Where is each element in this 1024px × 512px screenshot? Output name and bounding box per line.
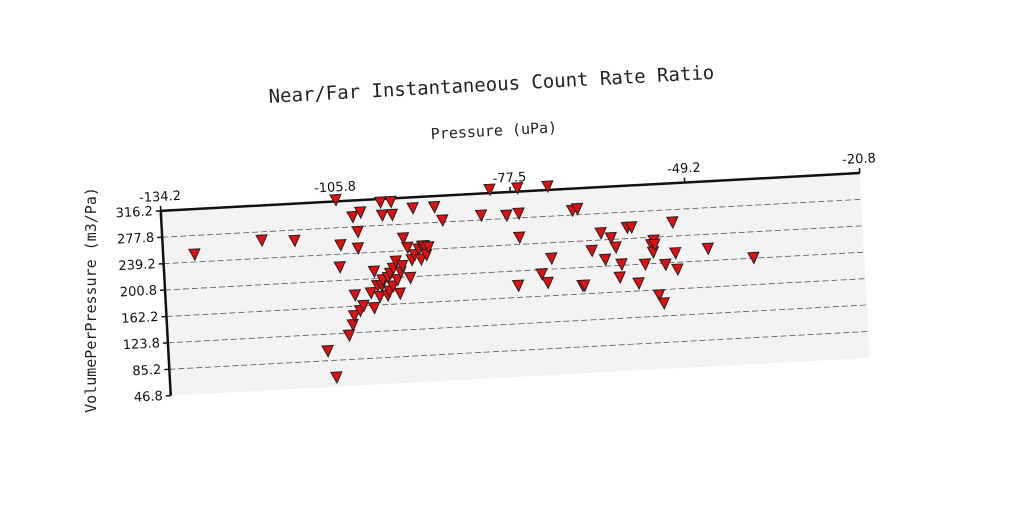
data-point xyxy=(403,271,417,285)
data-point xyxy=(188,248,201,262)
data-point xyxy=(367,265,381,279)
data-point xyxy=(435,214,449,228)
data-point xyxy=(577,279,591,293)
data-point xyxy=(512,207,525,221)
data-point xyxy=(598,253,612,267)
data-point xyxy=(330,371,343,385)
data-point xyxy=(668,246,682,260)
data-point xyxy=(396,232,410,246)
data-point xyxy=(613,271,626,285)
data-point xyxy=(615,258,628,272)
data-point xyxy=(342,329,356,343)
y-tick-label: 85.2 xyxy=(132,363,162,380)
plot-group: -134.2-105.8-77.5-49.2-20.8 46.885.2123.… xyxy=(115,62,876,406)
data-point xyxy=(747,251,760,265)
chart-title: Near/Far Instantaneous Count Rate Ratio xyxy=(268,62,715,108)
data-point xyxy=(346,318,359,332)
data-point xyxy=(364,286,378,300)
data-point xyxy=(255,234,268,248)
data-point xyxy=(609,241,622,255)
x-tick-label: -20.8 xyxy=(842,151,876,168)
data-point xyxy=(373,196,387,210)
data-point xyxy=(638,258,652,272)
y-ticks: 46.8 85.2 123.8 162.2 200.8 239.2 277.8 316.2 xyxy=(115,204,171,406)
y-tick-label: 316.2 xyxy=(115,204,153,221)
x-tick-label: -134.2 xyxy=(139,189,182,206)
data-point xyxy=(512,231,526,245)
data-point xyxy=(541,276,554,290)
data-point xyxy=(535,267,548,281)
data-point xyxy=(648,238,661,252)
data-point xyxy=(384,195,397,209)
data-point xyxy=(510,181,524,195)
y-tick-label: 200.8 xyxy=(120,283,158,300)
data-point xyxy=(353,206,367,220)
data-point xyxy=(351,225,364,239)
data-point xyxy=(474,209,488,223)
data-point xyxy=(483,183,496,197)
y-tick-label: 162.2 xyxy=(121,310,159,327)
data-point xyxy=(390,273,404,287)
data-point xyxy=(632,277,645,291)
y-axis-line xyxy=(159,210,173,396)
data-point xyxy=(624,221,638,235)
data-point xyxy=(671,263,684,277)
data-point xyxy=(288,234,301,248)
data-point xyxy=(659,258,672,272)
data-point xyxy=(321,344,334,358)
data-point xyxy=(541,180,554,194)
y-tick-label: 46.8 xyxy=(133,389,163,406)
data-point xyxy=(665,216,679,230)
y-axis-label: VolumePerPressure (m3/Pa) xyxy=(82,187,100,413)
data-point xyxy=(357,299,370,313)
data-point xyxy=(334,238,347,252)
data-point xyxy=(427,200,441,214)
data-point xyxy=(657,297,670,311)
x-ticks: -134.2-105.8-77.5-49.2-20.8 xyxy=(139,151,876,211)
data-point xyxy=(367,301,381,315)
data-point xyxy=(393,287,407,301)
data-markers xyxy=(188,180,760,385)
y-tick-label: 123.8 xyxy=(122,336,160,353)
data-point xyxy=(333,261,346,274)
x-tick-label: -105.8 xyxy=(314,179,357,196)
data-point xyxy=(348,289,362,303)
data-point xyxy=(373,290,386,304)
data-point xyxy=(386,280,399,294)
x-axis-label: Pressure (uPa) xyxy=(430,118,557,143)
data-point xyxy=(395,259,409,273)
data-point xyxy=(375,209,389,223)
x-tick-label: -49.2 xyxy=(667,161,701,178)
data-point xyxy=(385,208,399,222)
data-point xyxy=(346,210,359,224)
data-point xyxy=(329,193,342,207)
data-point xyxy=(604,231,618,245)
data-point xyxy=(652,289,666,303)
data-point xyxy=(414,253,428,267)
data-point xyxy=(400,241,414,255)
data-point xyxy=(347,309,361,323)
data-point xyxy=(511,279,525,293)
data-point xyxy=(544,252,558,266)
data-point xyxy=(351,242,365,256)
data-point xyxy=(570,202,584,216)
data-point xyxy=(406,202,419,215)
data-point xyxy=(585,244,598,258)
data-point xyxy=(421,241,435,255)
data-point xyxy=(594,226,607,240)
y-tick-label: 277.8 xyxy=(117,231,155,248)
data-point xyxy=(499,209,513,223)
y-tick-label: 239.2 xyxy=(118,257,156,274)
data-point xyxy=(701,242,715,256)
